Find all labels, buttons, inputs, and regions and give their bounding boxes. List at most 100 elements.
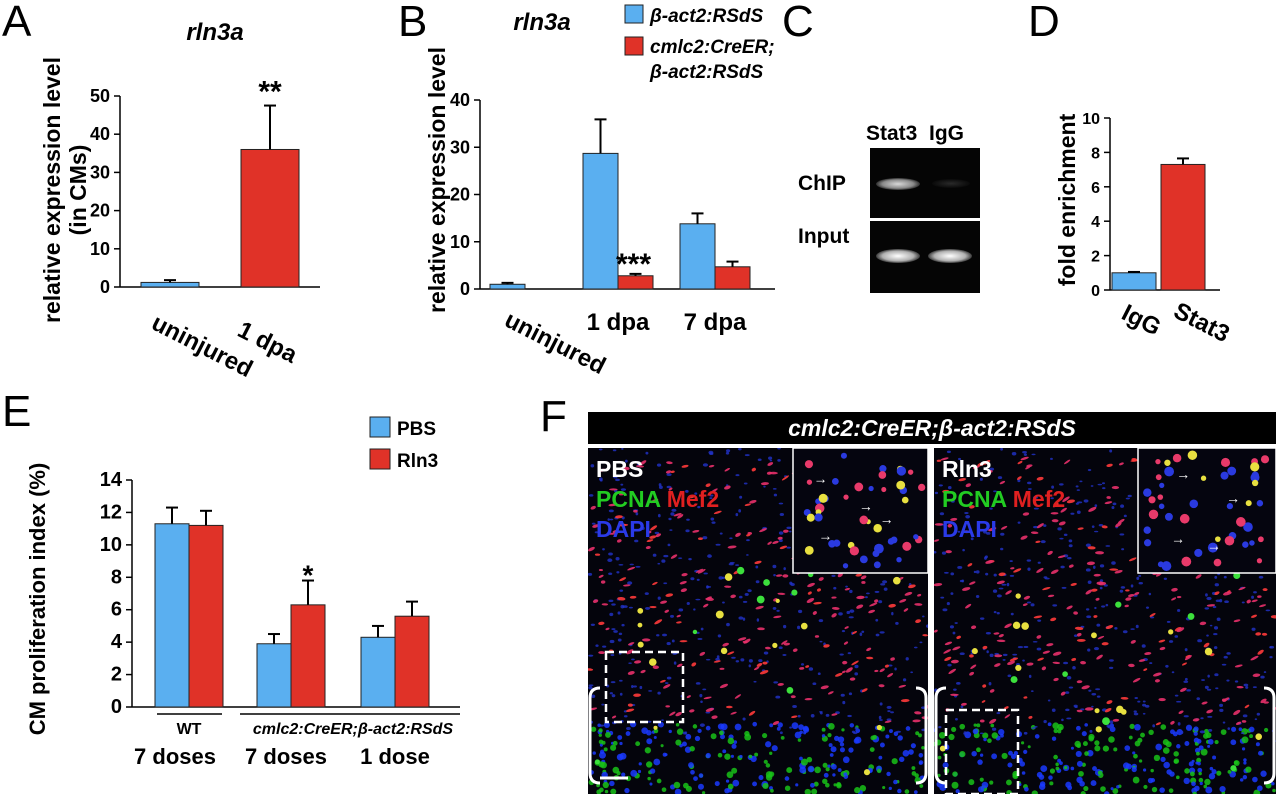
mef2-nucleus: [1052, 503, 1059, 508]
tissue-nucleus: [1243, 758, 1247, 762]
mef2-nucleus: [969, 505, 975, 509]
mef2-nucleus: [1060, 691, 1066, 696]
mef2-nucleus: [697, 537, 703, 540]
mef2-nucleus: [998, 572, 1006, 577]
mef2-nucleus: [1127, 594, 1135, 597]
tissue-nucleus: [1162, 747, 1170, 754]
mef2-nucleus: [878, 684, 885, 688]
dapi-nucleus: [894, 667, 897, 671]
mef2-nucleus: [767, 541, 772, 545]
bar: [1111, 272, 1157, 291]
tissue-nucleus: [795, 783, 799, 787]
gel-band-input-stat3: [876, 249, 920, 263]
dapi-nucleus: [910, 671, 914, 674]
inset-nucleus: [814, 513, 823, 522]
dapi-nucleus: [890, 711, 894, 714]
mef2-nucleus: [1171, 597, 1177, 601]
mef2-nucleus: [1071, 657, 1077, 662]
tissue-nucleus: [1207, 744, 1211, 748]
mef2-nucleus: [856, 595, 865, 600]
dapi-nucleus: [922, 615, 925, 618]
tissue-nucleus: [839, 742, 845, 747]
mef2-nucleus: [989, 689, 995, 693]
dapi-nucleus: [700, 700, 703, 704]
mef2-nucleus: [851, 660, 859, 666]
dapi-nucleus: [1223, 575, 1227, 579]
dapi-nucleus: [1184, 677, 1188, 681]
inset-nucleus: [849, 546, 860, 556]
mef2-nucleus: [1098, 581, 1107, 586]
dapi-nucleus: [1133, 710, 1137, 713]
dapi-nucleus: [588, 685, 593, 690]
mef2-nucleus: [1095, 551, 1104, 555]
tissue-nucleus: [1173, 759, 1178, 764]
tissue-nucleus: [739, 754, 743, 759]
dapi-nucleus: [853, 732, 858, 735]
mef2-nucleus: [1134, 592, 1140, 596]
tissue-nucleus: [981, 781, 989, 789]
pcna-nucleus: [1102, 717, 1110, 726]
tissue-nucleus: [1128, 735, 1133, 740]
legend-entry: β-act2:RSdS: [649, 62, 763, 83]
dapi-nucleus: [1219, 598, 1223, 603]
dapi-nucleus: [779, 731, 783, 735]
tissue-nucleus: [1102, 745, 1110, 752]
dapi-nucleus: [1101, 605, 1106, 608]
dapi-nucleus: [742, 600, 748, 603]
tissue-nucleus: [1051, 736, 1057, 741]
group-dose-label: 7 doses: [245, 744, 327, 769]
mef2-nucleus: [724, 485, 731, 490]
dapi-nucleus: [612, 449, 617, 452]
tissue-nucleus: [1172, 731, 1178, 737]
inset-nucleus: [868, 485, 874, 492]
mef2-nucleus: [783, 642, 791, 646]
mef2-nucleus: [1062, 496, 1070, 502]
mef2-nucleus: [970, 664, 977, 670]
tissue-nucleus: [823, 772, 829, 778]
label-dapi-pbs: DAPI: [596, 516, 651, 542]
inset-arrow: →: [818, 528, 832, 544]
tissue-nucleus: [1124, 745, 1131, 751]
dapi-nucleus: [789, 581, 793, 585]
dapi-nucleus: [747, 589, 752, 593]
mef2-nucleus: [691, 662, 697, 667]
tissue-nucleus: [1249, 734, 1254, 739]
tissue-nucleus: [590, 726, 597, 732]
label-treatment-pbs: PBS: [596, 456, 644, 482]
dapi-nucleus: [1213, 646, 1218, 650]
tissue-nucleus: [878, 755, 883, 760]
dapi-nucleus: [1180, 730, 1184, 735]
dapi-nucleus: [996, 612, 1000, 615]
dapi-nucleus: [1149, 662, 1153, 665]
tissue-nucleus: [899, 756, 905, 763]
mef2-nucleus: [754, 560, 762, 565]
dapi-nucleus: [992, 503, 996, 507]
pcna-nucleus: [791, 589, 798, 596]
dapi-nucleus: [782, 654, 787, 656]
dapi-nucleus: [743, 482, 748, 485]
mef2-nucleus: [813, 601, 822, 605]
label-treatment-rln3: Rln3: [942, 456, 992, 482]
dapi-nucleus: [715, 657, 720, 661]
dapi-nucleus: [1075, 485, 1079, 488]
mef2-nucleus: [1035, 540, 1041, 543]
dapi-nucleus: [608, 552, 613, 556]
dapi-nucleus: [1032, 496, 1039, 499]
mef2-nucleus: [989, 718, 997, 724]
mef2-nucleus: [944, 641, 953, 646]
dapi-nucleus: [756, 618, 760, 622]
tissue-nucleus: [777, 722, 783, 728]
tissue-nucleus: [1034, 734, 1040, 739]
dapi-nucleus: [670, 512, 675, 516]
pcna-nucleus: [724, 573, 733, 581]
gel-chip-blot: [870, 148, 980, 218]
tissue-nucleus: [625, 731, 631, 736]
microscopy-image-pbs: → → → → PBS PCNA Mef2 DAPI: [588, 448, 928, 794]
mef2-nucleus: [812, 611, 817, 615]
y-tick-label: 10: [100, 534, 122, 556]
mef2-nucleus: [646, 530, 652, 534]
dapi-nucleus: [783, 567, 786, 571]
mef2-nucleus: [1046, 643, 1054, 647]
tissue-nucleus: [1205, 786, 1213, 794]
